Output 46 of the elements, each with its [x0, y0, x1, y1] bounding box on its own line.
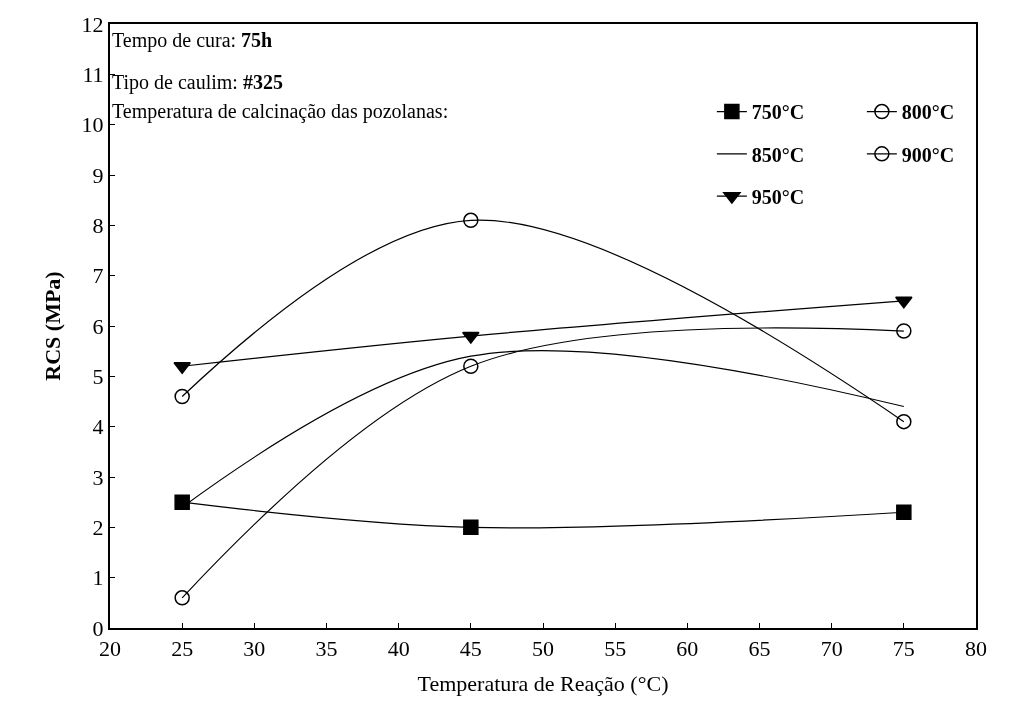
- y-tick-label: 1: [92, 565, 104, 591]
- point: [174, 494, 190, 510]
- x-tick-label: 25: [171, 636, 194, 662]
- y-tick-label: 4: [92, 414, 104, 440]
- y-tick-label: 5: [92, 364, 104, 390]
- y-tick-label: 10: [81, 112, 104, 138]
- x-tick-label: 70: [820, 636, 843, 662]
- point: [895, 296, 913, 309]
- y-tick-label: 7: [92, 263, 104, 289]
- x-tick-label: 30: [243, 636, 266, 662]
- legend-label: 750°C: [751, 101, 805, 124]
- annotation: Tipo de caulim: #325: [112, 71, 283, 94]
- x-tick-label: 80: [965, 636, 987, 662]
- y-tick-label: 2: [92, 515, 104, 541]
- x-tick-label: 75: [892, 636, 915, 662]
- legend-title: Temperatura de calcinação das pozolanas:: [112, 100, 449, 123]
- x-tick-label: 65: [748, 636, 771, 662]
- point: [174, 388, 190, 405]
- x-axis-title: Temperatura de Reação (°C): [417, 670, 669, 696]
- point: [463, 358, 479, 375]
- x-tick-label: 55: [604, 636, 627, 662]
- x-tick-label: 45: [459, 636, 482, 662]
- y-tick-label: 3: [92, 464, 104, 490]
- point: [463, 519, 479, 536]
- legend-label: 850°C: [751, 143, 805, 166]
- y-tick-label: 12: [81, 11, 104, 37]
- x-tick-label: 50: [532, 636, 554, 662]
- point: [173, 362, 191, 375]
- x-tick-label: 60: [676, 636, 699, 662]
- point: [896, 323, 912, 339]
- legend-label: 800°C: [901, 101, 955, 124]
- point: [896, 504, 912, 520]
- legend-label: 900°C: [901, 143, 955, 166]
- point: [462, 331, 480, 344]
- y-tick-label: 9: [92, 162, 104, 188]
- point: [174, 590, 190, 606]
- point: [896, 413, 912, 430]
- y-axis-title: RCS (MPa): [39, 271, 65, 381]
- x-tick-label: 40: [387, 636, 410, 662]
- x-tick-label: 35: [315, 636, 338, 662]
- point: [463, 212, 479, 229]
- annotation: Tempo de cura: 75h: [112, 29, 273, 52]
- legend-label: 950°C: [751, 185, 805, 208]
- y-tick-label: 8: [92, 213, 104, 239]
- y-tick-label: 6: [92, 313, 104, 339]
- y-tick-label: 11: [82, 62, 104, 88]
